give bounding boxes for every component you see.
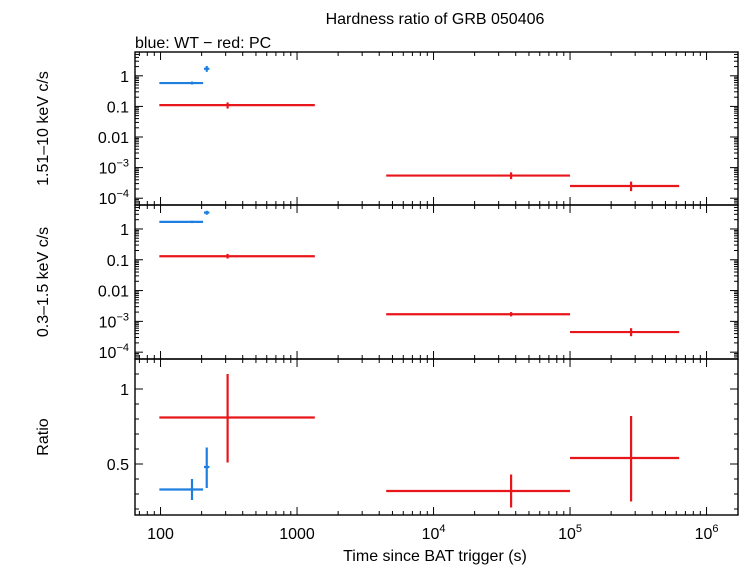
y-tick-label: 1 (120, 69, 129, 86)
panel-ratio: 1 0.5 Ratio 100 1000 104 105 106 (35, 358, 739, 543)
data-point-pc (570, 328, 680, 337)
y-axis-label-soft: 0.3–1.5 keV c/s (35, 227, 52, 337)
y-tick-label: 0.1 (107, 99, 129, 116)
chart-subtitle: blue: WT − red: PC (135, 35, 271, 52)
panel-soft: 1 0.1 0.01 10−3 10−4 0.3–1.5 keV c/s (35, 204, 739, 362)
x-tick-label: 105 (558, 523, 582, 543)
data-point-pc (159, 102, 315, 109)
y-tick-label: 0.01 (98, 284, 129, 301)
data-point-pc (386, 312, 571, 317)
data-point-wt (203, 447, 210, 488)
panel-frame (134, 204, 739, 360)
y-tick-label: 10−4 (99, 342, 129, 362)
data-point-pc (159, 253, 315, 259)
y-tick-label: 10−3 (99, 311, 129, 331)
x-tick-label: 100 (147, 526, 174, 543)
data-point-wt (159, 220, 204, 224)
y-tick-label: 10−4 (99, 188, 129, 208)
data-point-pc (570, 181, 680, 192)
data-point-wt (203, 65, 210, 72)
y-axis-label-ratio: Ratio (35, 418, 52, 455)
chart-title: Hardness ratio of GRB 050406 (326, 11, 545, 28)
data-point-wt (159, 81, 204, 85)
panel-frame (134, 358, 739, 516)
y-axis-label-hard: 1.51–10 keV c/s (35, 71, 52, 186)
y-tick-label: 0.01 (98, 130, 129, 147)
data-point-pc (570, 416, 680, 502)
panel-frame (134, 51, 739, 206)
data-point-pc (386, 172, 571, 180)
data-point-wt (159, 479, 204, 500)
y-tick-label: 1 (120, 382, 129, 399)
data-point-wt (203, 210, 210, 215)
x-tick-label: 106 (695, 523, 719, 543)
data-point-pc (386, 474, 571, 508)
x-tick-label: 104 (422, 523, 446, 543)
x-tick-label: 1000 (279, 526, 315, 543)
y-tick-label: 0.5 (107, 457, 129, 474)
y-tick-label: 10−3 (99, 158, 129, 178)
panel-hard: 1 0.1 0.01 10−3 10−4 1.51–10 keV c/s (35, 51, 739, 208)
y-tick-label: 0.1 (107, 253, 129, 270)
x-axis-label: Time since BAT trigger (s) (343, 548, 527, 565)
data-point-pc (159, 374, 315, 463)
y-tick-label: 1 (120, 222, 129, 239)
